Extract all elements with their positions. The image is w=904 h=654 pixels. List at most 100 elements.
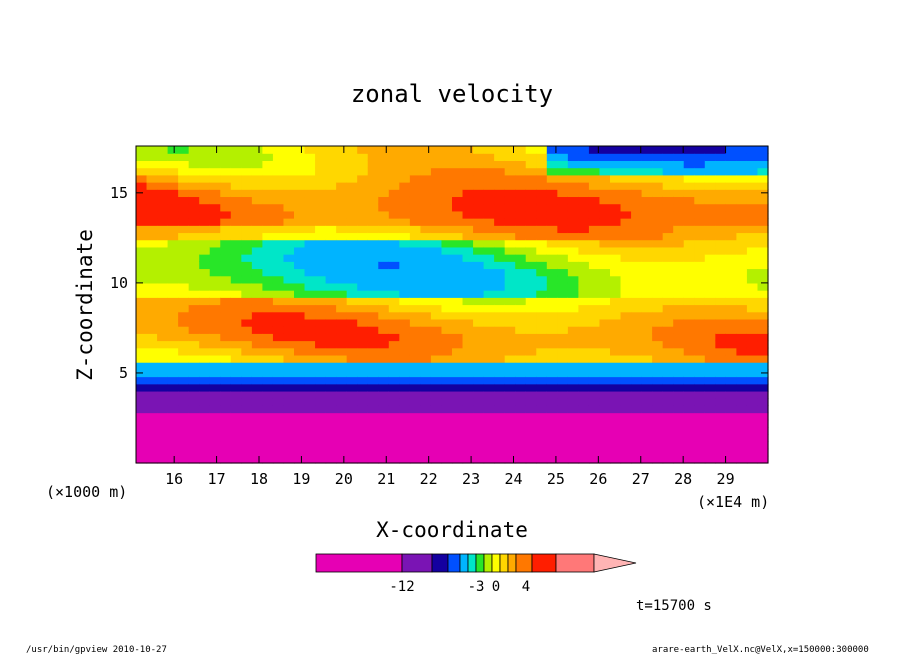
x-tick-label: 21 — [377, 470, 395, 488]
field-cell — [557, 196, 569, 205]
field-cell — [409, 203, 421, 212]
field-cell — [304, 254, 316, 262]
field-cell — [462, 426, 474, 435]
field-cell — [420, 153, 432, 161]
field-cell — [272, 146, 285, 154]
field-cell — [230, 153, 242, 161]
field-cell — [325, 153, 337, 161]
field-cell — [304, 383, 316, 392]
field-cell — [546, 246, 558, 255]
field-cell — [462, 239, 474, 248]
field-cell — [567, 369, 579, 378]
field-cell — [230, 167, 242, 176]
field-cell — [504, 426, 516, 435]
field-cell — [694, 362, 706, 370]
field-cell — [641, 419, 653, 428]
field-cell — [357, 362, 369, 370]
field-cell — [536, 448, 548, 457]
field-cell — [241, 434, 253, 442]
field-cell — [599, 218, 611, 226]
field-cell — [483, 383, 495, 392]
field-cell — [652, 441, 664, 450]
field-cell — [746, 261, 759, 270]
field-cell — [188, 441, 200, 450]
field-cell — [357, 311, 369, 320]
field-cell — [473, 347, 485, 356]
field-cell — [694, 167, 706, 176]
field-cell — [652, 398, 664, 406]
field-cell — [620, 441, 632, 450]
chart-title: zonal velocity — [351, 80, 553, 108]
field-cell — [652, 232, 664, 241]
field-cell — [746, 448, 759, 457]
field-cell — [346, 434, 358, 442]
field-cell — [536, 419, 548, 428]
field-cell — [357, 405, 369, 414]
field-cell — [430, 160, 443, 169]
field-cell — [315, 398, 327, 406]
field-cell — [631, 340, 643, 349]
field-cell — [504, 282, 516, 291]
field-cell — [588, 455, 601, 464]
field-cell — [631, 182, 643, 190]
field-cell — [336, 311, 348, 320]
field-cell — [746, 455, 759, 464]
field-cell — [599, 326, 611, 334]
field-cell — [199, 326, 211, 334]
field-cell — [283, 311, 295, 320]
field-cell — [536, 268, 548, 277]
field-cell — [599, 434, 611, 442]
field-cell — [746, 376, 759, 385]
field-cell — [167, 232, 179, 241]
field-cell — [409, 434, 421, 442]
field-cell — [441, 390, 453, 399]
field-cell — [241, 354, 253, 363]
field-cell — [209, 261, 221, 270]
field-cell — [546, 232, 558, 241]
field-cell — [557, 203, 569, 212]
field-cell — [567, 282, 579, 291]
field-cell — [588, 282, 601, 291]
field-cell — [599, 362, 611, 370]
field-cell — [588, 405, 601, 414]
field-cell — [599, 160, 611, 169]
field-cell — [399, 398, 411, 406]
field-cell — [673, 347, 685, 356]
field-cell — [483, 354, 495, 363]
field-cell — [315, 146, 327, 154]
field-cell — [388, 383, 400, 392]
field-cell — [388, 347, 400, 356]
field-cell — [188, 268, 200, 277]
field-cell — [367, 203, 379, 212]
field-cell — [504, 218, 516, 226]
field-cell — [199, 290, 211, 298]
field-cell — [662, 275, 674, 284]
field-cell — [704, 426, 716, 435]
field-cell — [146, 189, 158, 198]
field-cell — [557, 390, 569, 399]
field-cell — [188, 405, 200, 414]
field-cell — [220, 282, 232, 291]
field-cell — [452, 354, 464, 363]
field-cell — [694, 239, 706, 248]
field-cell — [167, 455, 179, 464]
field-cell — [262, 203, 274, 212]
field-cell — [599, 369, 611, 378]
field-cell — [220, 383, 232, 392]
field-cell — [420, 203, 432, 212]
field-cell — [346, 318, 358, 327]
field-cell — [441, 196, 453, 205]
field-cell — [725, 290, 737, 298]
field-cell — [146, 398, 158, 406]
field-cell — [178, 167, 190, 176]
field-cell — [399, 362, 411, 370]
field-cell — [599, 318, 611, 327]
field-cell — [736, 153, 748, 161]
field-cell — [167, 239, 179, 248]
field-cell — [473, 290, 485, 298]
field-cell — [746, 167, 759, 176]
field-cell — [230, 297, 242, 306]
field-cell — [241, 232, 253, 241]
field-cell — [209, 218, 221, 226]
field-cell — [641, 441, 653, 450]
